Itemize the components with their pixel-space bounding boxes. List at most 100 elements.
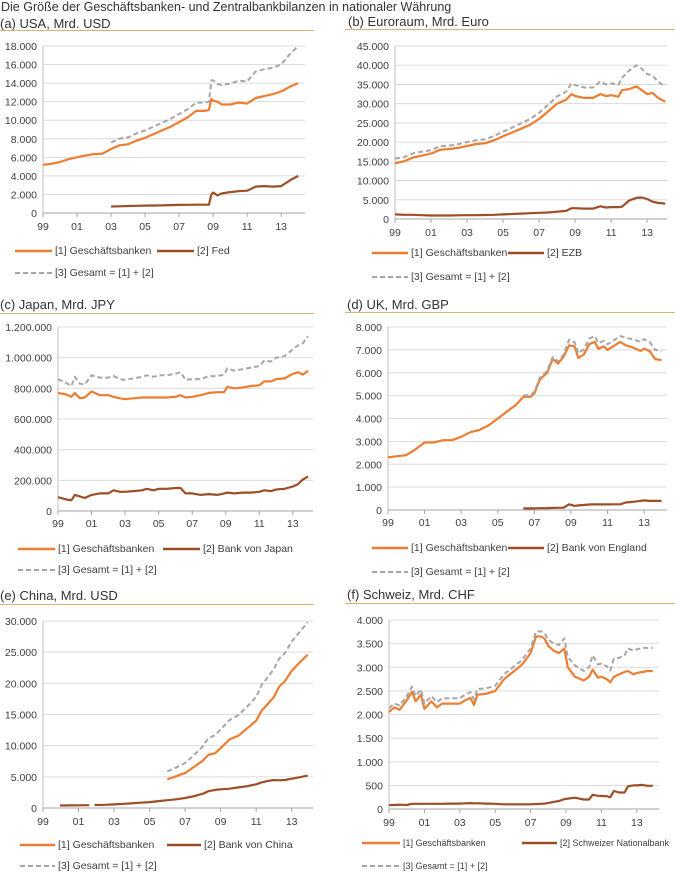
y-tick-label: 7.000 [356, 345, 382, 357]
y-tick-label: 2.000 [11, 189, 37, 201]
y-tick-label: 18.000 [5, 41, 37, 53]
y-tick-label: 2.000 [356, 459, 382, 471]
title-rule-a [0, 30, 314, 31]
legend-label: [3] Gesamt = [1] + [2] [58, 564, 157, 576]
series-line-central-bank [111, 174, 299, 208]
legend-item-banks: [1] Geschäftsbanken [15, 244, 151, 258]
x-tick-label: 99 [37, 816, 49, 828]
x-tick-label: 13 [286, 816, 298, 828]
y-tick-label: 35.000 [357, 79, 389, 91]
y-tick-label: 16.000 [5, 60, 37, 72]
x-tick-label: 99 [383, 817, 395, 829]
x-tick-label: 03 [454, 817, 466, 829]
legend-item-banks: [1] Geschäftsbanken [20, 838, 154, 852]
y-tick-label: 1.000 [357, 757, 383, 769]
legend-line-dashed-icon [372, 276, 408, 278]
chart-a: 0 2.000 4.000 6.000 8.000 10.000 12.000 14.000 1… [5, 41, 305, 233]
title-rule-b [345, 29, 675, 30]
x-tick-label: 01 [86, 518, 98, 530]
y-tick-label: 8.000 [11, 134, 37, 146]
page-title: Die Größe der Geschäftsbanken- und Zentr… [1, 0, 452, 14]
y-tick-label: 8.000 [356, 322, 382, 334]
series-line-total [57, 335, 309, 387]
series-line-central-bank [523, 499, 662, 510]
legend-label: [1] Geschäftsbanken [403, 838, 486, 848]
x-tick-label: 03 [119, 518, 131, 530]
y-tick-label: 20.000 [357, 137, 389, 149]
legend-item-banks: [1] Geschäftsbanken [18, 542, 154, 556]
y-tick-label: 25.000 [5, 647, 37, 659]
legend-line-dashed-icon [372, 571, 408, 573]
legend-item-total: [3] Gesamt = [1] + [2] [372, 565, 510, 579]
legend-item-banks: [1] Geschäftsbanken [372, 246, 507, 260]
legend-item-central-bank: [2] Fed [157, 244, 230, 258]
panel-title-c: (c) Japan, Mrd. JPY [0, 297, 115, 312]
x-tick-label: 07 [533, 227, 545, 239]
title-rule-e [0, 604, 314, 605]
y-tick-label: 10.000 [5, 115, 37, 127]
series-line-total [110, 45, 299, 144]
y-tick-label: 4.000 [357, 615, 383, 627]
x-tick-label: 11 [254, 518, 265, 530]
x-tick-label: 11 [596, 817, 607, 829]
legend-label: [1] Geschäftsbanken [58, 839, 155, 851]
x-tick-label: 11 [602, 517, 613, 529]
x-tick-label: 07 [529, 517, 541, 529]
x-tick-label: 03 [105, 221, 117, 233]
y-tick-label: 3.000 [356, 436, 382, 448]
y-tick-label: 1.200.000 [5, 322, 52, 334]
x-tick-label: 11 [606, 227, 617, 239]
chart-d: 0 1.000 2.000 3.000 4.000 5.000 6.000 7.000 8.00… [356, 322, 667, 529]
panel-title-a: (a) USA, Mrd. USD [0, 16, 111, 31]
legend-line-solid-icon [15, 249, 52, 253]
x-tick-label: 99 [382, 517, 394, 529]
series-line-central-bank [57, 475, 309, 502]
legend-item-banks: [1] Geschäftsbanken [362, 836, 486, 850]
x-tick-label: 05 [139, 221, 151, 233]
x-tick-label: 03 [455, 517, 467, 529]
series-line-banks [394, 85, 666, 165]
x-tick-label: 01 [425, 227, 437, 239]
series-line-total [166, 621, 309, 773]
legend-label: [3] Gesamt = [1] + [2] [411, 566, 510, 578]
legend-label: [2] Bank von China [204, 839, 293, 851]
x-tick-label: 13 [641, 227, 653, 239]
legend-line-solid-icon [167, 843, 201, 847]
y-tick-label: 0 [31, 208, 37, 220]
title-rule-f [345, 603, 675, 604]
legend-item-central-bank: [2] Bank von England [508, 541, 647, 555]
x-tick-label: 09 [207, 221, 219, 233]
y-tick-label: 0 [383, 214, 389, 226]
y-tick-label: 10.000 [5, 741, 37, 753]
y-tick-label: 12.000 [5, 97, 37, 109]
y-tick-label: 4.000 [356, 414, 382, 426]
legend-item-total: [3] Gesamt = [1] + [2] [372, 270, 510, 284]
y-tick-label: 2.500 [357, 686, 383, 698]
x-tick-label: 05 [153, 518, 165, 530]
chart-e: 0 5.000 10.000 15.000 20.000 25.000 30.000 99 01… [5, 616, 313, 828]
x-tick-label: 09 [220, 518, 232, 530]
x-tick-label: 05 [144, 816, 156, 828]
y-tick-label: 500 [365, 780, 383, 792]
legend-label: [1] Geschäftsbanken [411, 542, 508, 554]
chart-f: 0 500 1.000 1.500 2.000 2.500 3.000 3.500 4.000 9… [357, 615, 659, 829]
legend-line-solid-icon [18, 547, 55, 551]
series-line-total [523, 335, 662, 397]
y-tick-label: 3.500 [357, 639, 383, 651]
series-line-total [388, 630, 653, 710]
series-line-banks [42, 82, 299, 166]
y-tick-label: 30.000 [357, 99, 389, 111]
x-tick-label: 13 [287, 518, 299, 530]
y-tick-label: 5.000 [11, 772, 37, 784]
chart-c: 0 200.000 400.000 600.000 800.000 1.000.000 1.… [5, 322, 313, 530]
x-tick-label: 05 [497, 227, 509, 239]
x-tick-label: 03 [461, 227, 473, 239]
legend-line-dashed-icon [15, 272, 52, 274]
series-line-banks [388, 635, 653, 713]
series-line-total [394, 64, 666, 160]
series-line-banks [387, 340, 662, 459]
y-tick-label: 1.000 [356, 482, 382, 494]
y-tick-label: 0 [377, 804, 383, 816]
x-tick-label: 11 [242, 221, 253, 233]
